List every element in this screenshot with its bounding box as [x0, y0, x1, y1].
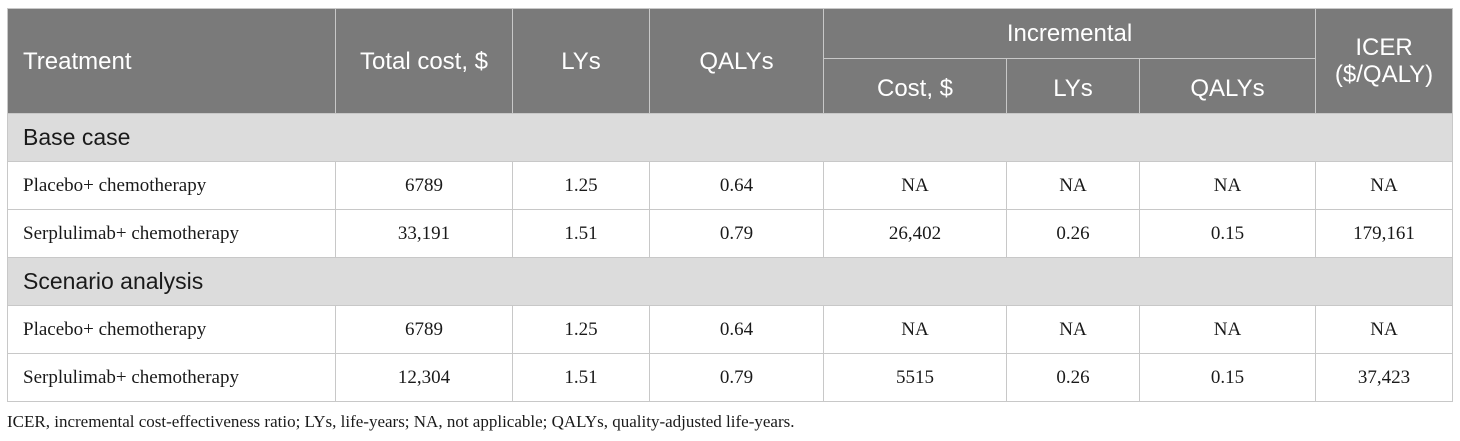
cell-treatment: Placebo+ chemotherapy	[7, 161, 336, 210]
header-qalys: QALYs	[649, 8, 824, 114]
cost-effectiveness-table-container: Treatment Total cost, $ LYs QALYs Increm…	[6, 8, 1454, 402]
cost-effectiveness-table: Treatment Total cost, $ LYs QALYs Increm…	[6, 8, 1454, 402]
header-total-cost: Total cost, $	[335, 8, 513, 114]
cell-qalys: 0.64	[649, 161, 824, 210]
cell-icer: NA	[1315, 305, 1454, 354]
cell-lys: 1.51	[512, 353, 650, 402]
cell-incremental-qalys: 0.15	[1138, 209, 1317, 258]
cell-lys: 1.25	[512, 161, 650, 210]
cell-lys: 1.51	[512, 209, 650, 258]
cell-incremental-qalys: NA	[1138, 161, 1317, 210]
cell-icer: 37,423	[1315, 353, 1454, 402]
table-row: Placebo+ chemotherapy 6789 1.25 0.64 NA …	[7, 161, 1454, 210]
section-row-scenario-analysis: Scenario analysis	[6, 257, 1454, 306]
cell-incremental-lys: NA	[1006, 161, 1140, 210]
header-incremental-cost: Cost, $	[823, 58, 1007, 114]
cell-incremental-cost: NA	[823, 161, 1007, 210]
cell-treatment: Serplulimab+ chemotherapy	[7, 353, 336, 402]
table-footnote: ICER, incremental cost-effectiveness rat…	[7, 412, 795, 431]
cell-qalys: 0.79	[649, 353, 824, 402]
section-title: Scenario analysis	[6, 257, 1454, 306]
table-body: Base case Placebo+ chemotherapy 6789 1.2…	[6, 113, 1454, 402]
header-icer: ICER ($/QALY)	[1315, 8, 1454, 114]
cell-lys: 1.25	[512, 305, 650, 354]
cell-total-cost: 6789	[335, 305, 513, 354]
header-lys: LYs	[512, 8, 650, 114]
cell-incremental-lys: 0.26	[1006, 209, 1140, 258]
cell-incremental-cost: 26,402	[823, 209, 1007, 258]
section-title: Base case	[6, 113, 1454, 162]
cell-icer: 179,161	[1315, 209, 1454, 258]
table-header: Treatment Total cost, $ LYs QALYs Increm…	[7, 8, 1454, 114]
section-row-base-case: Base case	[6, 113, 1454, 162]
header-incremental: Incremental	[822, 8, 1317, 59]
header-incremental-qalys: QALYs	[1138, 58, 1317, 114]
cell-incremental-lys: NA	[1006, 305, 1140, 354]
cell-incremental-cost: NA	[823, 305, 1007, 354]
cell-total-cost: 33,191	[335, 209, 513, 258]
cell-treatment: Placebo+ chemotherapy	[7, 305, 336, 354]
cell-incremental-cost: 5515	[823, 353, 1007, 402]
header-incremental-lys: LYs	[1006, 58, 1140, 114]
cell-incremental-lys: 0.26	[1006, 353, 1140, 402]
cell-treatment: Serplulimab+ chemotherapy	[7, 209, 336, 258]
cell-incremental-qalys: 0.15	[1138, 353, 1317, 402]
table-row: Serplulimab+ chemotherapy 12,304 1.51 0.…	[7, 353, 1454, 402]
cell-qalys: 0.79	[649, 209, 824, 258]
cell-qalys: 0.64	[649, 305, 824, 354]
cell-total-cost: 6789	[335, 161, 513, 210]
table-row: Placebo+ chemotherapy 6789 1.25 0.64 NA …	[7, 305, 1454, 354]
cell-incremental-qalys: NA	[1138, 305, 1317, 354]
table-row: Serplulimab+ chemotherapy 33,191 1.51 0.…	[7, 209, 1454, 258]
cell-icer: NA	[1315, 161, 1454, 210]
header-treatment: Treatment	[7, 8, 336, 114]
cell-total-cost: 12,304	[335, 353, 513, 402]
